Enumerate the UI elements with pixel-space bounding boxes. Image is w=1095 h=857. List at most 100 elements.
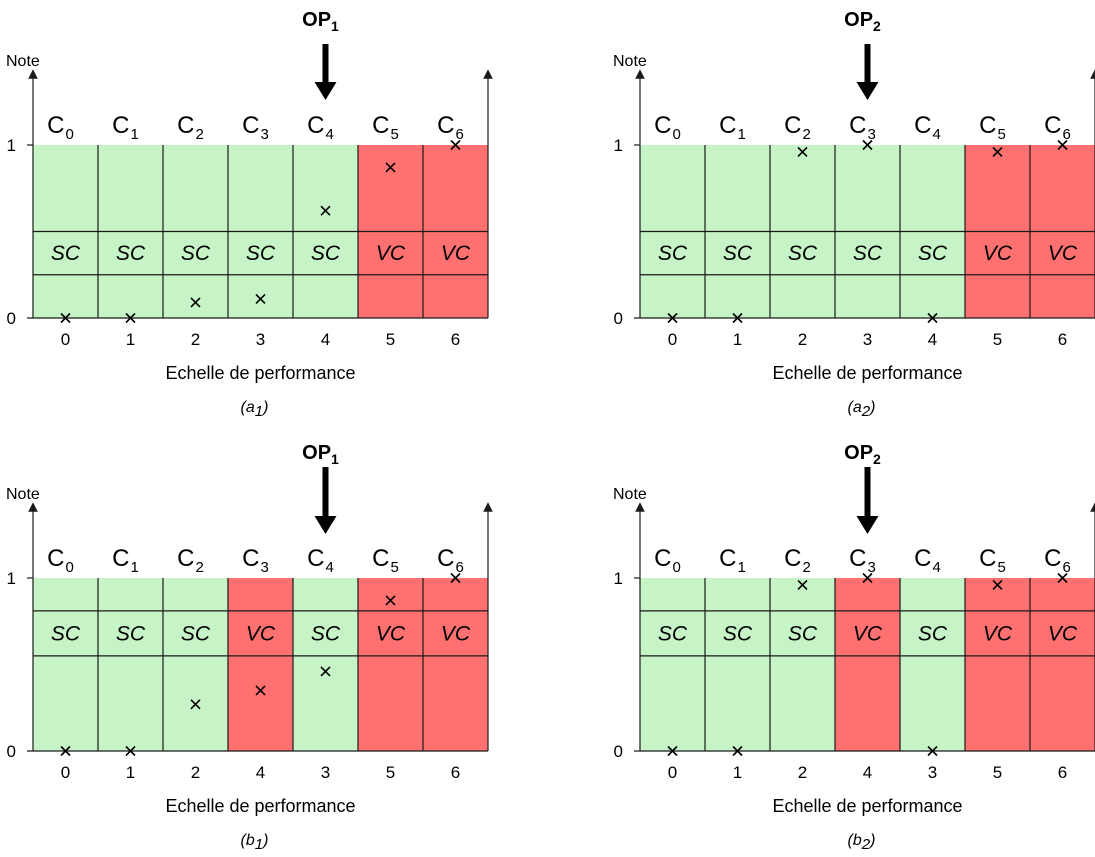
note-mark bbox=[797, 579, 808, 590]
subscript: 4 bbox=[933, 559, 941, 576]
cell-sc bbox=[900, 578, 965, 751]
x-tick-label: 4 bbox=[863, 763, 872, 782]
x-tick-label: 0 bbox=[668, 330, 677, 349]
note-mark bbox=[320, 666, 331, 677]
subscript: 2 bbox=[803, 126, 811, 143]
x-axis-title: Echelle de performance bbox=[772, 796, 962, 816]
column-header: C3 bbox=[242, 545, 269, 576]
cell-sc bbox=[705, 578, 770, 751]
subscript: 1 bbox=[738, 559, 746, 576]
cell-sc bbox=[640, 578, 705, 751]
subscript: 0 bbox=[673, 559, 681, 576]
subscript: 1 bbox=[331, 451, 339, 467]
x-tick-label: 6 bbox=[451, 763, 460, 782]
cell-vc bbox=[228, 578, 293, 751]
y-axis-label: Note bbox=[613, 53, 647, 70]
status-label: SC bbox=[181, 242, 211, 265]
x-tick-label: 1 bbox=[733, 763, 742, 782]
cell-vc bbox=[835, 578, 900, 751]
x-tick-label: 0 bbox=[61, 330, 70, 349]
column-header: C1 bbox=[719, 112, 746, 143]
operator-arrow-head bbox=[856, 82, 879, 100]
x-axis-title: Echelle de performance bbox=[772, 363, 962, 383]
operator-label: OP1 bbox=[302, 442, 339, 467]
cell-sc bbox=[33, 578, 98, 751]
note-mark bbox=[1057, 139, 1068, 151]
column-header: C2 bbox=[784, 112, 811, 143]
status-label: SC bbox=[116, 622, 146, 645]
status-label: SC bbox=[788, 622, 818, 645]
note-mark bbox=[385, 162, 396, 173]
subscript: 1 bbox=[131, 559, 139, 576]
subscript: 0 bbox=[66, 126, 74, 143]
note-mark bbox=[255, 685, 266, 696]
x-tick-label: 2 bbox=[191, 763, 200, 782]
status-label: VC bbox=[246, 622, 276, 645]
subscript: 0 bbox=[673, 126, 681, 143]
subscript: 3 bbox=[868, 559, 876, 576]
subscript: 0 bbox=[66, 559, 74, 576]
x-tick-label: 0 bbox=[668, 763, 677, 782]
x-tick-label: 5 bbox=[993, 763, 1002, 782]
y-tick-label: 0 bbox=[7, 309, 16, 328]
note-mark bbox=[732, 312, 743, 324]
note-mark bbox=[255, 293, 266, 305]
subscript: 4 bbox=[933, 126, 941, 143]
panel-4: Note10C0SC0C1SC1C2SC2C3VC4C4SC3C5VC5C6VC… bbox=[613, 442, 1095, 853]
subscript: 6 bbox=[1063, 559, 1071, 576]
status-label: VC bbox=[983, 242, 1013, 265]
note-mark bbox=[667, 745, 678, 757]
y-tick-label: 1 bbox=[614, 569, 623, 588]
cell-vc bbox=[1030, 578, 1095, 751]
note-mark bbox=[385, 595, 396, 606]
x-tick-label: 3 bbox=[863, 330, 872, 349]
operator-arrow-head bbox=[314, 82, 337, 100]
x-tick-label: 6 bbox=[1058, 330, 1067, 349]
column-header: C4 bbox=[914, 112, 941, 143]
subscript: 3 bbox=[868, 126, 876, 143]
note-mark bbox=[320, 205, 331, 216]
subscript: 1 bbox=[738, 126, 746, 143]
x-tick-label: 5 bbox=[993, 330, 1002, 349]
status-label: VC bbox=[853, 622, 883, 645]
operator-arrow-head bbox=[314, 516, 337, 534]
operator-label: OP2 bbox=[844, 9, 881, 34]
note-mark bbox=[927, 745, 938, 757]
cell-sc bbox=[293, 578, 358, 751]
column-header: C3 bbox=[849, 112, 876, 143]
subscript: 2 bbox=[861, 403, 871, 420]
status-label: SC bbox=[788, 242, 818, 265]
subscript: 2 bbox=[803, 559, 811, 576]
column-header: C0 bbox=[47, 545, 74, 576]
status-label: VC bbox=[1048, 622, 1078, 645]
column-header: C6 bbox=[437, 545, 464, 576]
y-tick-label: 0 bbox=[614, 742, 623, 761]
status-label: SC bbox=[51, 242, 81, 265]
subscript: 1 bbox=[255, 836, 263, 852]
y-axis-label: Note bbox=[6, 53, 40, 70]
status-label: SC bbox=[853, 242, 883, 265]
y-axis-label: Note bbox=[613, 486, 647, 503]
x-tick-label: 6 bbox=[1058, 763, 1067, 782]
cell-sc bbox=[163, 578, 228, 751]
status-label: SC bbox=[116, 242, 146, 265]
x-axis-title: Echelle de performance bbox=[165, 796, 355, 816]
status-label: VC bbox=[1048, 242, 1078, 265]
panel-2: Note10C0SC0C1SC1C2SC2C3SC3C4SC4C5VC5C6VC… bbox=[613, 9, 1095, 420]
x-tick-label: 1 bbox=[126, 330, 135, 349]
status-label: VC bbox=[983, 622, 1013, 645]
x-tick-label: 4 bbox=[256, 763, 265, 782]
subscript: 5 bbox=[391, 126, 399, 143]
subscript: 5 bbox=[998, 559, 1006, 576]
column-header: C5 bbox=[372, 112, 399, 143]
panel-1: Note10C0SC0C1SC1C2SC2C3SC3C4SC4C5VC5C6VC… bbox=[6, 9, 493, 420]
x-tick-label: 4 bbox=[928, 330, 937, 349]
y-axis-label: Note bbox=[6, 486, 40, 503]
column-header: C1 bbox=[112, 545, 139, 576]
note-mark bbox=[667, 312, 678, 324]
column-header: C5 bbox=[979, 112, 1006, 143]
status-label: SC bbox=[723, 622, 753, 645]
note-mark bbox=[927, 312, 938, 324]
subscript: 2 bbox=[196, 559, 204, 576]
